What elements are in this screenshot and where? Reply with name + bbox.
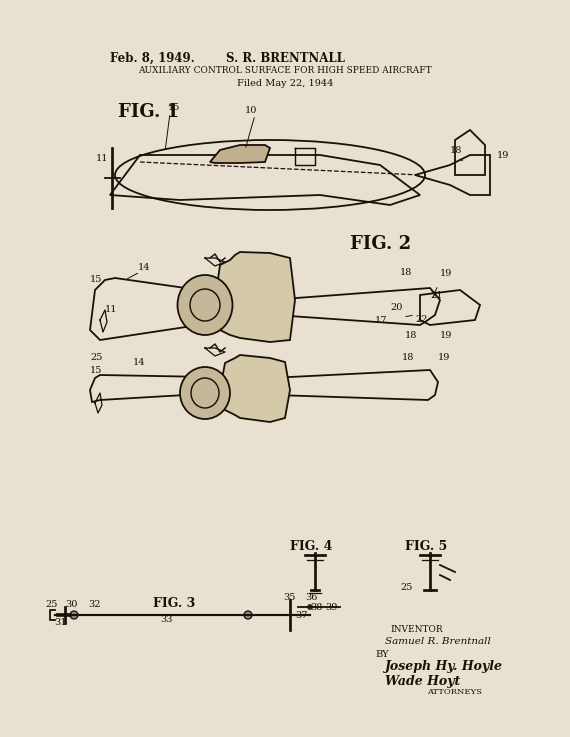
Polygon shape [210, 145, 270, 163]
Text: 22: 22 [415, 315, 428, 324]
Text: Wade Hoyt: Wade Hoyt [385, 675, 460, 688]
Text: 15: 15 [90, 366, 103, 375]
Ellipse shape [177, 275, 233, 335]
Text: 19: 19 [440, 331, 453, 340]
Text: 14: 14 [138, 263, 150, 272]
Text: 19: 19 [440, 269, 453, 278]
Text: 10: 10 [245, 105, 258, 114]
Text: 35: 35 [283, 593, 295, 602]
Polygon shape [90, 278, 270, 340]
Polygon shape [220, 355, 290, 422]
Text: 33: 33 [160, 615, 173, 624]
Ellipse shape [180, 367, 230, 419]
Text: 20: 20 [390, 303, 402, 312]
Text: 18: 18 [400, 268, 412, 277]
Text: 11: 11 [105, 305, 117, 314]
Text: 15: 15 [168, 102, 180, 111]
Text: Filed May 22, 1944: Filed May 22, 1944 [237, 79, 333, 88]
Text: 18: 18 [402, 353, 414, 362]
Text: 19: 19 [497, 150, 510, 159]
Text: FIG. 2: FIG. 2 [350, 235, 411, 253]
Text: 18: 18 [405, 331, 417, 340]
Ellipse shape [244, 611, 252, 619]
Text: 25: 25 [400, 583, 412, 592]
Ellipse shape [70, 611, 78, 619]
Text: BY: BY [375, 650, 389, 659]
Text: 38: 38 [310, 603, 323, 612]
Text: 31: 31 [54, 618, 67, 627]
Text: FIG. 5: FIG. 5 [405, 540, 447, 553]
Ellipse shape [307, 604, 312, 609]
Text: FIG. 1: FIG. 1 [118, 103, 179, 121]
Text: 17: 17 [375, 316, 388, 325]
Text: 25: 25 [90, 353, 103, 362]
Text: 39: 39 [325, 603, 337, 612]
Text: 15: 15 [90, 275, 103, 284]
Text: Samuel R. Brentnall: Samuel R. Brentnall [385, 637, 491, 646]
Text: Feb. 8, 1949.: Feb. 8, 1949. [110, 52, 195, 65]
Text: 21: 21 [430, 291, 442, 300]
Text: Joseph Hy. Hoyle: Joseph Hy. Hoyle [385, 660, 503, 673]
Text: 30: 30 [65, 600, 78, 609]
Text: ATTORNEYS: ATTORNEYS [427, 688, 482, 696]
Text: 18: 18 [450, 145, 462, 155]
Text: 32: 32 [88, 600, 100, 609]
Text: FIG. 3: FIG. 3 [153, 597, 196, 610]
Text: S. R. BRENTNALL: S. R. BRENTNALL [226, 52, 344, 65]
Text: 19: 19 [438, 353, 450, 362]
Text: FIG. 4: FIG. 4 [290, 540, 332, 553]
Polygon shape [215, 252, 295, 342]
Text: 14: 14 [133, 358, 145, 367]
Text: INVENTOR: INVENTOR [390, 625, 443, 634]
Polygon shape [270, 370, 438, 400]
Text: 11: 11 [96, 153, 108, 162]
Polygon shape [270, 288, 440, 325]
Text: 36: 36 [305, 593, 317, 602]
Text: 25: 25 [45, 600, 58, 609]
Polygon shape [90, 375, 270, 402]
Text: AUXILIARY CONTROL SURFACE FOR HIGH SPEED AIRCRAFT: AUXILIARY CONTROL SURFACE FOR HIGH SPEED… [138, 66, 432, 75]
Text: 37: 37 [295, 611, 307, 620]
